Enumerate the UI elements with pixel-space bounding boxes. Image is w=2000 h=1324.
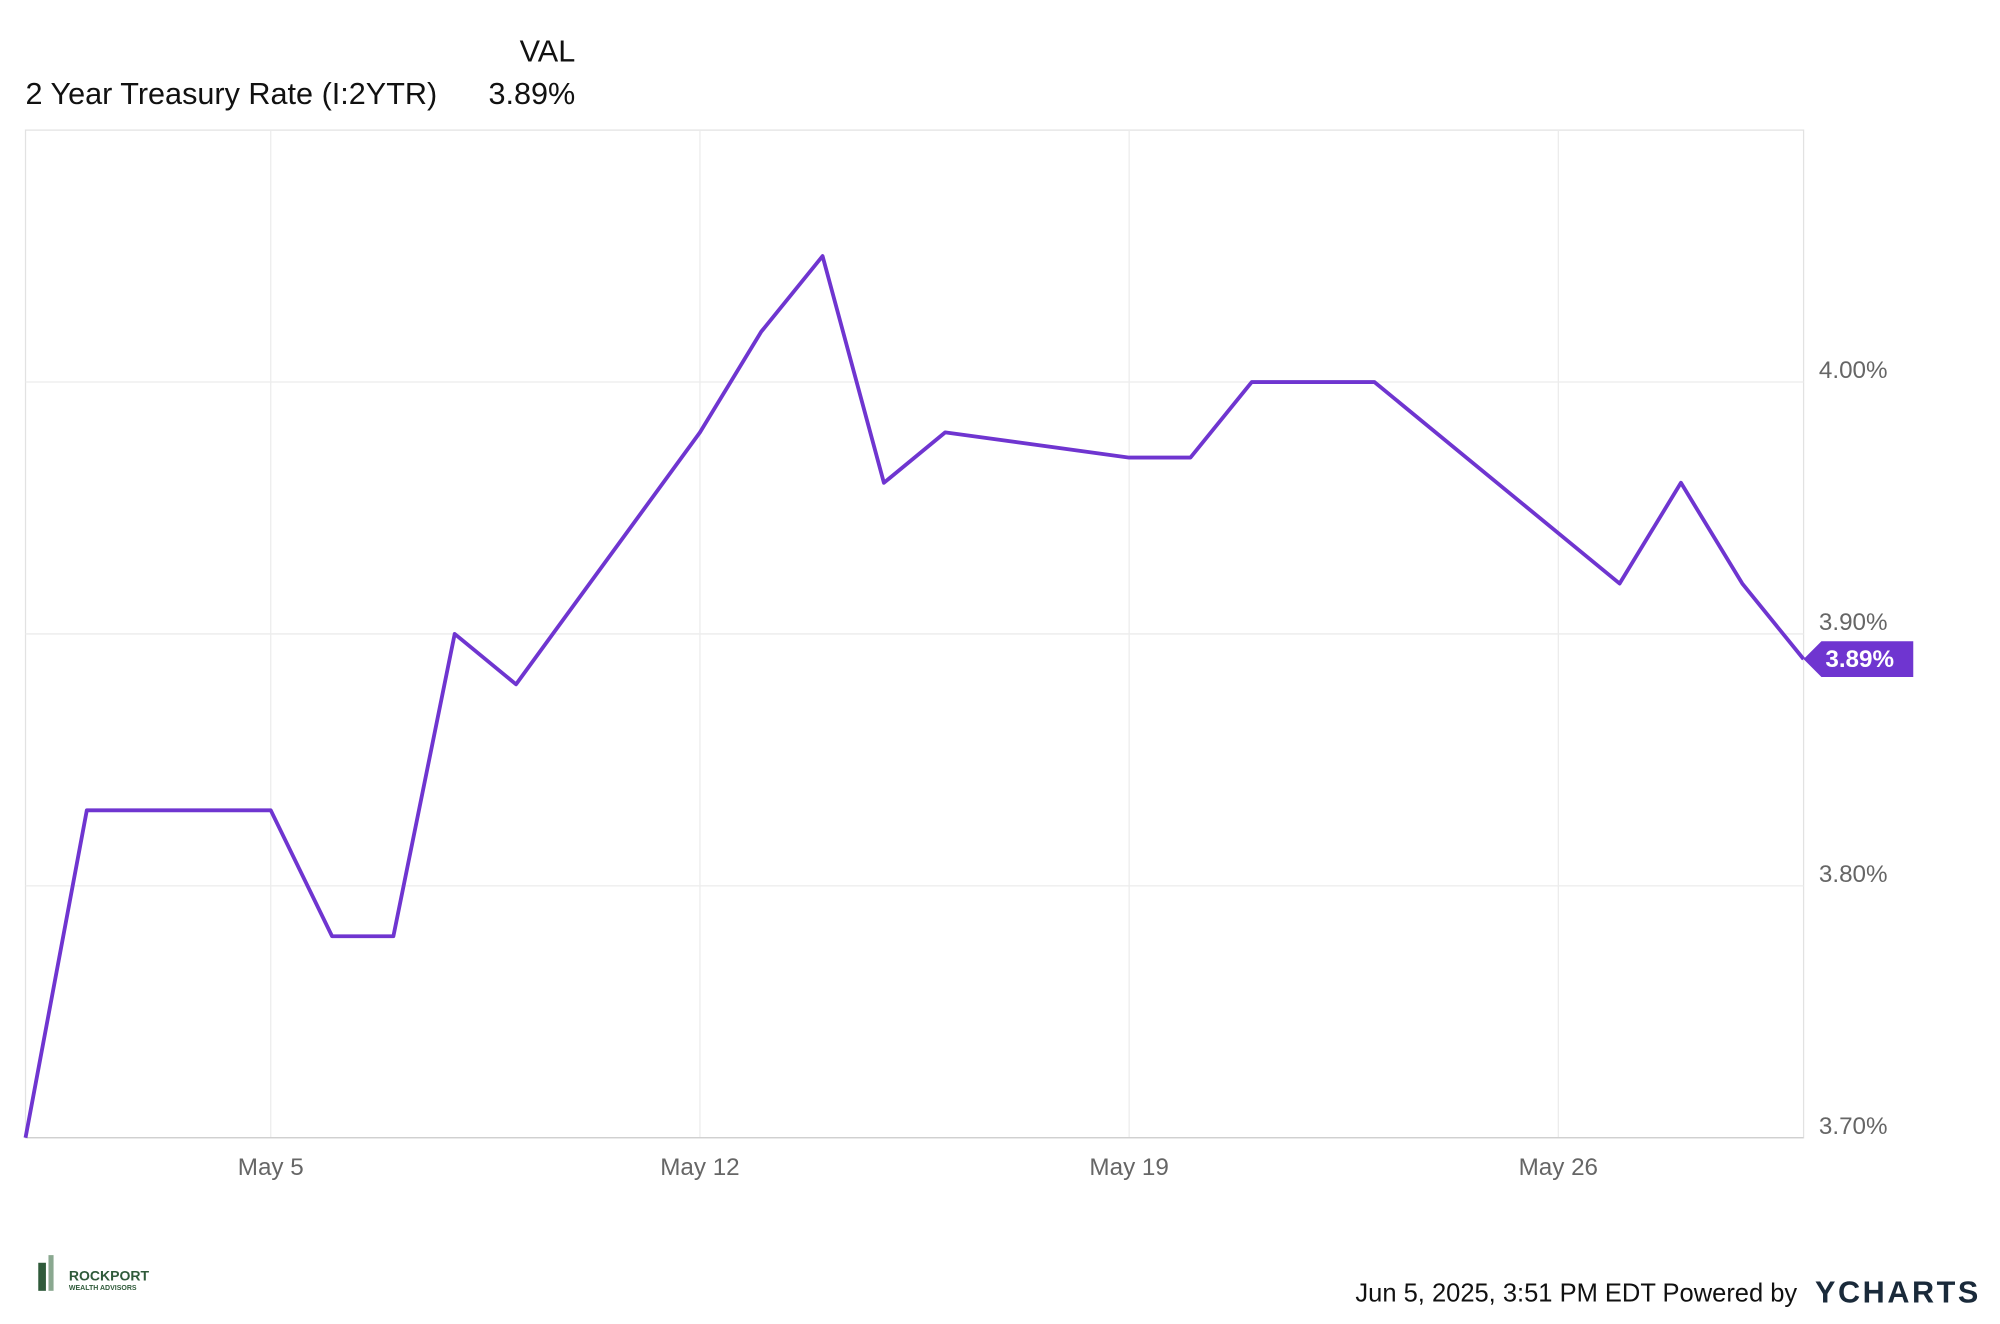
timestamp: Jun 5, 2025, 3:51 PM EDT Powered by (1355, 1279, 1797, 1307)
y-tick-label: 3.70% (1819, 1113, 1888, 1140)
legend-header: VAL (520, 35, 576, 69)
logo-bar (48, 1255, 54, 1291)
logo-bar (38, 1262, 46, 1291)
x-tick-label: May 5 (238, 1154, 304, 1181)
value-badge (1803, 641, 1914, 677)
y-tick-label: 3.90% (1819, 609, 1888, 636)
value-badge-label: 3.89% (1825, 646, 1894, 673)
brand: YCHARTS (1815, 1276, 1981, 1310)
y-tick-label: 4.00% (1819, 357, 1888, 384)
logo: ROCKPORT WEALTH ADVISORS (38, 1255, 150, 1292)
legend-value: 3.89% (488, 77, 575, 111)
x-tick-label: May 26 (1519, 1154, 1598, 1181)
legend-name: 2 Year Treasury Rate (I:2YTR) (26, 77, 438, 111)
y-tick-label: 3.80% (1819, 861, 1888, 888)
line (23, 254, 1806, 1139)
logo-name: ROCKPORT (69, 1267, 150, 1283)
x-tick-label: May 12 (660, 1154, 739, 1181)
logo-sub: WEALTH ADVISORS (69, 1285, 137, 1292)
x-tick-label: May 19 (1089, 1154, 1168, 1181)
